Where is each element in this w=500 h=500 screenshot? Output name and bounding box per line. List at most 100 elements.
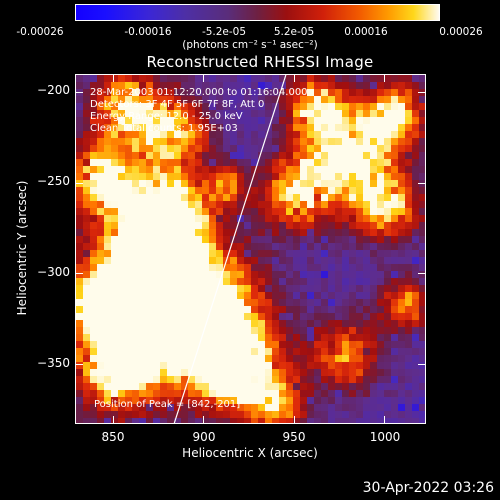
image-pixel	[160, 145, 168, 153]
image-pixel	[377, 355, 385, 363]
image-pixel	[349, 320, 357, 328]
image-pixel	[314, 362, 322, 370]
image-pixel	[111, 110, 119, 118]
image-pixel	[146, 390, 154, 398]
image-pixel	[363, 138, 371, 146]
image-pixel	[328, 397, 336, 405]
image-pixel	[405, 278, 413, 286]
image-pixel	[314, 278, 322, 286]
image-pixel	[293, 257, 301, 265]
image-pixel	[83, 215, 91, 223]
image-pixel	[97, 404, 105, 412]
image-pixel	[335, 390, 343, 398]
image-pixel	[160, 201, 168, 209]
image-pixel	[405, 250, 413, 258]
image-pixel	[97, 376, 105, 384]
image-pixel	[104, 82, 112, 90]
image-pixel	[258, 411, 266, 419]
image-pixel	[146, 131, 154, 139]
image-pixel	[321, 306, 329, 314]
image-pixel	[349, 285, 357, 293]
image-pixel	[167, 285, 175, 293]
image-pixel	[272, 320, 280, 328]
image-pixel	[342, 110, 350, 118]
image-pixel	[391, 271, 399, 279]
image-pixel	[181, 215, 189, 223]
image-pixel	[132, 159, 140, 167]
image-pixel	[321, 96, 329, 104]
image-pixel	[188, 222, 196, 230]
image-pixel	[391, 208, 399, 216]
image-pixel	[391, 82, 399, 90]
image-pixel	[293, 103, 301, 111]
image-pixel	[118, 383, 126, 391]
image-pixel	[83, 411, 91, 419]
image-pixel	[300, 229, 308, 237]
image-pixel	[223, 152, 231, 160]
image-pixel	[104, 334, 112, 342]
image-pixel	[132, 404, 140, 412]
image-pixel	[139, 404, 147, 412]
image-pixel	[132, 355, 140, 363]
image-pixel	[167, 404, 175, 412]
image-pixel	[209, 173, 217, 181]
image-pixel	[125, 222, 133, 230]
image-pixel	[300, 103, 308, 111]
image-pixel	[258, 117, 266, 125]
image-pixel	[167, 264, 175, 272]
image-pixel	[412, 187, 420, 195]
image-pixel	[125, 292, 133, 300]
image-pixel	[328, 341, 336, 349]
image-pixel	[160, 75, 168, 83]
image-pixel	[412, 201, 420, 209]
image-pixel	[412, 96, 420, 104]
image-pixel	[188, 404, 196, 412]
image-pixel	[167, 89, 175, 97]
image-pixel	[244, 376, 252, 384]
image-pixel	[237, 327, 245, 335]
image-pixel	[167, 418, 175, 423]
image-pixel	[321, 341, 329, 349]
image-pixel	[90, 334, 98, 342]
image-pixel	[398, 264, 406, 272]
y-tick-mark	[75, 182, 83, 184]
image-pixel	[146, 299, 154, 307]
image-pixel	[83, 264, 91, 272]
image-pixel	[237, 159, 245, 167]
image-pixel	[286, 201, 294, 209]
image-pixel	[230, 159, 238, 167]
image-pixel	[223, 82, 231, 90]
image-pixel	[405, 418, 413, 423]
image-pixel	[405, 376, 413, 384]
image-pixel	[90, 82, 98, 90]
image-pixel	[237, 152, 245, 160]
image-pixel	[321, 299, 329, 307]
image-pixel	[419, 110, 425, 118]
image-pixel	[258, 201, 266, 209]
image-pixel	[202, 89, 210, 97]
image-pixel	[377, 152, 385, 160]
image-pixel	[125, 166, 133, 174]
image-pixel	[209, 187, 217, 195]
image-pixel	[370, 166, 378, 174]
image-pixel	[356, 369, 364, 377]
image-pixel	[125, 278, 133, 286]
image-pixel	[300, 236, 308, 244]
image-pixel	[363, 292, 371, 300]
image-pixel	[230, 152, 238, 160]
image-pixel	[209, 180, 217, 188]
image-pixel	[181, 264, 189, 272]
image-pixel	[384, 292, 392, 300]
image-pixel	[412, 208, 420, 216]
image-pixel	[412, 159, 420, 167]
image-pixel	[153, 201, 161, 209]
image-pixel	[223, 117, 231, 125]
image-pixel	[76, 75, 84, 83]
image-pixel	[223, 222, 231, 230]
image-pixel	[419, 397, 425, 405]
image-pixel	[174, 152, 182, 160]
image-pixel	[174, 208, 182, 216]
info-energy-range: Energy Range: 12.0 - 25.0 keV	[90, 111, 243, 122]
image-pixel	[237, 180, 245, 188]
image-pixel	[97, 313, 105, 321]
